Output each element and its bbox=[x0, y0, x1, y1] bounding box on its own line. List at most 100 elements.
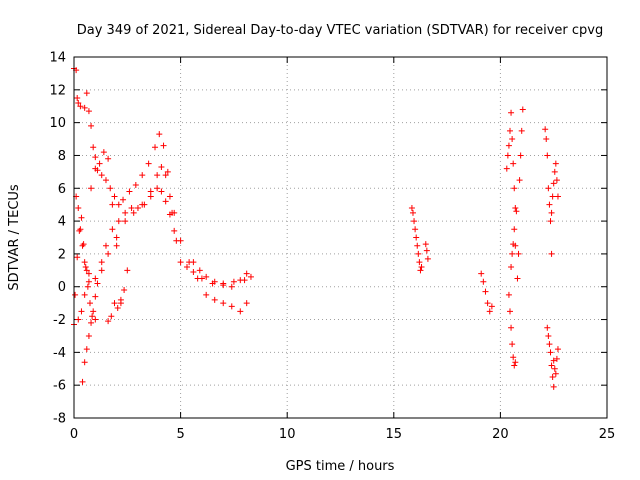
data-point bbox=[171, 227, 178, 234]
data-point bbox=[488, 303, 495, 310]
data-point bbox=[512, 242, 519, 249]
series-track-e bbox=[72, 214, 99, 323]
data-point bbox=[211, 296, 218, 303]
data-point bbox=[243, 270, 250, 277]
x-tick-label: 20 bbox=[492, 427, 509, 442]
data-point bbox=[196, 267, 203, 274]
data-point bbox=[177, 259, 184, 266]
series-track-b bbox=[71, 163, 250, 328]
series-track-i bbox=[478, 270, 495, 315]
data-point bbox=[220, 282, 227, 289]
data-point bbox=[92, 275, 99, 282]
y-tick-label: -6 bbox=[53, 379, 66, 394]
data-point bbox=[509, 250, 516, 257]
data-point bbox=[550, 357, 557, 364]
data-point bbox=[171, 209, 178, 216]
data-point bbox=[154, 172, 161, 179]
data-point bbox=[92, 293, 99, 300]
data-point bbox=[85, 332, 92, 339]
data-point bbox=[554, 346, 561, 353]
data-point bbox=[130, 209, 137, 216]
data-point bbox=[162, 198, 169, 205]
data-point bbox=[543, 136, 550, 143]
data-point bbox=[518, 127, 525, 134]
data-point bbox=[412, 226, 419, 233]
y-tick-label: -4 bbox=[53, 346, 66, 361]
data-point bbox=[484, 300, 491, 307]
series-track-a bbox=[71, 65, 248, 287]
data-point bbox=[194, 275, 201, 282]
data-point bbox=[211, 278, 218, 285]
data-point bbox=[548, 362, 555, 369]
data-point bbox=[113, 234, 120, 241]
data-point bbox=[512, 204, 519, 211]
data-point bbox=[145, 160, 152, 167]
points-layer bbox=[71, 65, 561, 390]
series-track-h bbox=[408, 204, 431, 274]
data-point bbox=[517, 152, 524, 159]
data-point bbox=[220, 300, 227, 307]
data-point bbox=[482, 288, 489, 295]
series-track-m bbox=[514, 106, 526, 282]
data-point bbox=[417, 267, 424, 274]
series-track-l bbox=[508, 226, 519, 271]
grid-layer bbox=[74, 57, 607, 418]
data-point bbox=[90, 308, 97, 315]
data-point bbox=[546, 341, 553, 348]
series-track-f bbox=[105, 267, 131, 325]
plot-frame bbox=[73, 56, 608, 419]
x-tick-label: 25 bbox=[599, 427, 616, 442]
data-point bbox=[82, 264, 89, 271]
y-tick-label: 6 bbox=[58, 182, 66, 197]
data-point bbox=[423, 247, 430, 254]
data-point bbox=[109, 201, 116, 208]
data-point bbox=[105, 250, 112, 257]
x-tick-label: 0 bbox=[70, 427, 78, 442]
axis-layer: 0 5 10 15 20 25 -8 -6 -4 -2 0 2 4 6 8 10 12 14 bbox=[49, 51, 615, 443]
data-point bbox=[115, 218, 122, 225]
data-point bbox=[513, 208, 520, 215]
data-point bbox=[553, 355, 560, 362]
data-point bbox=[506, 308, 513, 315]
data-point bbox=[416, 259, 423, 266]
data-point bbox=[78, 214, 85, 221]
data-point bbox=[134, 204, 141, 211]
data-point bbox=[85, 278, 92, 285]
series-track-c bbox=[79, 185, 178, 385]
data-point bbox=[81, 291, 88, 298]
data-point bbox=[190, 268, 197, 275]
data-point bbox=[552, 160, 559, 167]
data-point bbox=[100, 149, 107, 156]
data-point bbox=[511, 185, 518, 192]
y-axis-label: SDTVAR / TECUs bbox=[7, 184, 22, 291]
data-point bbox=[550, 180, 557, 187]
data-point bbox=[108, 313, 115, 320]
data-point bbox=[508, 324, 515, 331]
data-point bbox=[237, 308, 244, 315]
data-point bbox=[422, 241, 429, 248]
y-tick-label: 2 bbox=[58, 247, 66, 262]
data-point bbox=[551, 365, 558, 372]
data-point bbox=[92, 165, 99, 172]
data-point bbox=[75, 316, 82, 323]
data-point bbox=[72, 291, 79, 298]
data-point bbox=[84, 283, 91, 290]
data-point bbox=[113, 242, 120, 249]
data-point bbox=[85, 270, 92, 277]
data-point bbox=[519, 106, 526, 113]
data-point bbox=[121, 287, 128, 294]
data-point bbox=[418, 264, 425, 271]
y-tick-label: 0 bbox=[58, 280, 66, 295]
data-point bbox=[516, 177, 523, 184]
data-point bbox=[109, 226, 116, 233]
data-point bbox=[74, 254, 81, 261]
data-point bbox=[480, 278, 487, 285]
data-point bbox=[89, 313, 96, 320]
x-axis-label: GPS time / hours bbox=[286, 459, 395, 474]
data-point bbox=[542, 126, 549, 133]
data-point bbox=[79, 378, 86, 385]
data-point bbox=[102, 242, 109, 249]
data-point bbox=[122, 218, 129, 225]
data-point bbox=[86, 300, 93, 307]
data-point bbox=[549, 193, 556, 200]
